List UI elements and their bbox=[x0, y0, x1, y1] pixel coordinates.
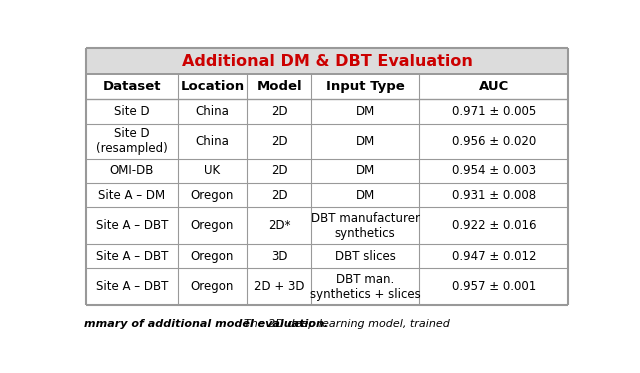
Text: 3D: 3D bbox=[271, 250, 287, 263]
Text: Site A – DM: Site A – DM bbox=[99, 189, 166, 202]
Text: Site A – DBT: Site A – DBT bbox=[96, 250, 168, 263]
Text: Input Type: Input Type bbox=[326, 80, 404, 93]
Text: 0.971 ± 0.005: 0.971 ± 0.005 bbox=[452, 105, 536, 118]
Text: DBT manufacturer
synthetics: DBT manufacturer synthetics bbox=[310, 211, 420, 240]
Bar bbox=[86, 207, 568, 244]
Text: Site A – DBT: Site A – DBT bbox=[96, 280, 168, 293]
Text: Oregon: Oregon bbox=[191, 219, 234, 232]
Text: China: China bbox=[196, 135, 230, 148]
Text: Site D: Site D bbox=[114, 105, 150, 118]
Text: 0.954 ± 0.003: 0.954 ± 0.003 bbox=[452, 164, 536, 178]
Text: 2D: 2D bbox=[271, 189, 287, 202]
Text: UK: UK bbox=[204, 164, 221, 178]
Text: Site A – DBT: Site A – DBT bbox=[96, 219, 168, 232]
Text: DM: DM bbox=[356, 189, 375, 202]
Text: AUC: AUC bbox=[479, 80, 509, 93]
Text: Oregon: Oregon bbox=[191, 250, 234, 263]
Text: 0.931 ± 0.008: 0.931 ± 0.008 bbox=[452, 189, 536, 202]
Text: Oregon: Oregon bbox=[191, 189, 234, 202]
Bar bbox=[86, 244, 568, 268]
Bar bbox=[86, 74, 568, 99]
Text: DBT slices: DBT slices bbox=[335, 250, 396, 263]
Text: The 2D deep learning model, trained: The 2D deep learning model, trained bbox=[237, 319, 450, 329]
Text: Additional DM & DBT Evaluation: Additional DM & DBT Evaluation bbox=[182, 54, 473, 69]
Bar bbox=[86, 183, 568, 207]
Text: Model: Model bbox=[257, 80, 302, 93]
Text: 0.956 ± 0.020: 0.956 ± 0.020 bbox=[452, 135, 536, 148]
Text: Oregon: Oregon bbox=[191, 280, 234, 293]
Bar bbox=[86, 99, 568, 123]
Text: DM: DM bbox=[356, 105, 375, 118]
Text: mmary of additional model evaluation.: mmary of additional model evaluation. bbox=[84, 319, 328, 329]
Text: Location: Location bbox=[180, 80, 244, 93]
Text: OMI-DB: OMI-DB bbox=[109, 164, 154, 178]
Bar bbox=[86, 48, 568, 74]
Text: 0.947 ± 0.012: 0.947 ± 0.012 bbox=[452, 250, 536, 263]
Text: 2D*: 2D* bbox=[268, 219, 291, 232]
Bar bbox=[86, 159, 568, 183]
Text: Dataset: Dataset bbox=[102, 80, 161, 93]
Text: China: China bbox=[196, 105, 230, 118]
Text: Site D
(resampled): Site D (resampled) bbox=[96, 127, 168, 155]
Text: DM: DM bbox=[356, 135, 375, 148]
Bar bbox=[86, 123, 568, 159]
Text: 2D: 2D bbox=[271, 105, 287, 118]
Text: 2D: 2D bbox=[271, 135, 287, 148]
Bar bbox=[86, 268, 568, 305]
Text: DBT man.
synthetics + slices: DBT man. synthetics + slices bbox=[310, 273, 420, 301]
Text: DM: DM bbox=[356, 164, 375, 178]
Text: 0.957 ± 0.001: 0.957 ± 0.001 bbox=[452, 280, 536, 293]
Text: 2D: 2D bbox=[271, 164, 287, 178]
Text: 0.922 ± 0.016: 0.922 ± 0.016 bbox=[452, 219, 536, 232]
Text: 2D + 3D: 2D + 3D bbox=[254, 280, 305, 293]
